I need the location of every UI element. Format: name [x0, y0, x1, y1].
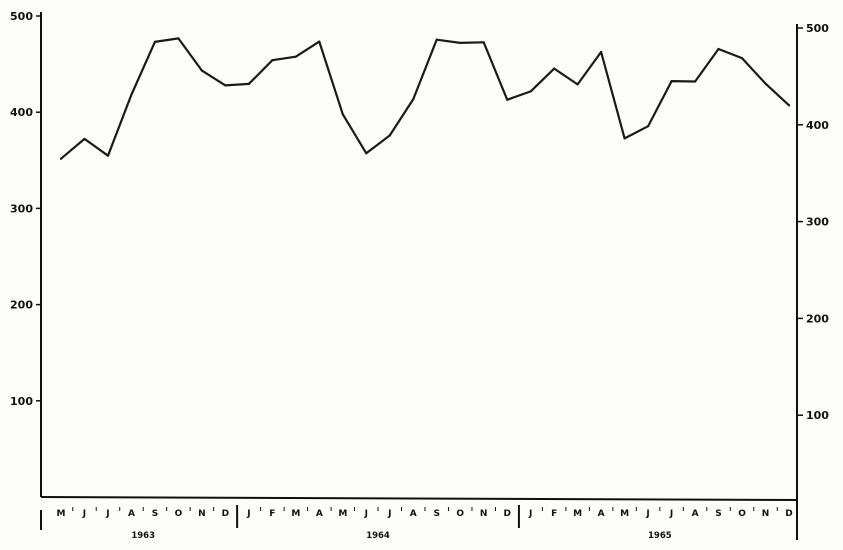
x-axis-month-label: N	[198, 509, 206, 519]
data-point	[482, 41, 485, 44]
x-axis-year-labels: 1963 1964 1965	[131, 505, 672, 541]
x-axis-month-label: O	[456, 509, 464, 519]
x-axis-month-label: J	[364, 509, 368, 519]
x-axis-month-label: A	[692, 509, 699, 519]
data-point	[740, 56, 744, 60]
x-axis-year-label: 1965	[648, 531, 672, 541]
data-point	[459, 41, 462, 45]
x-axis-month-label: N	[762, 509, 770, 519]
data-point	[435, 38, 438, 41]
x-axis-month-label: A	[598, 509, 605, 519]
data-point	[341, 113, 344, 116]
left-y-axis-ticks: 100 200 300 400 500	[10, 10, 41, 408]
x-axis-month-label: M	[573, 509, 582, 519]
x-axis-month-label: M	[57, 509, 66, 519]
data-point	[83, 137, 86, 141]
axes	[40, 12, 798, 540]
data-point	[717, 47, 720, 51]
x-axis-month-label: O	[738, 509, 746, 519]
left-y-tick-label: 400	[10, 106, 33, 119]
left-y-tick-label: 100	[10, 395, 33, 408]
x-axis-month-label: J	[669, 509, 673, 519]
data-point	[153, 40, 157, 43]
x-axis-month-label: A	[410, 509, 417, 519]
x-axis-month-label: J	[246, 509, 250, 519]
data-point	[693, 80, 697, 83]
x-axis-month-label: J	[82, 509, 86, 519]
data-point	[646, 125, 650, 128]
x-axis-month-label: M	[620, 509, 629, 519]
x-axis-month-label: S	[715, 509, 721, 519]
x-axis-line	[40, 496, 798, 501]
data-point	[764, 82, 767, 85]
left-y-tick-label: 200	[10, 299, 33, 312]
data-point	[623, 137, 626, 140]
x-axis-month-label: J	[387, 509, 391, 519]
data-point	[787, 104, 791, 107]
x-axis-month-label: F	[551, 509, 557, 519]
data-point	[365, 152, 368, 155]
x-axis-month-label: J	[105, 509, 109, 519]
x-axis-month-label: N	[480, 509, 488, 519]
data-point	[506, 98, 509, 101]
x-axis-month-label: J	[645, 509, 649, 519]
data-point	[553, 67, 556, 70]
x-axis-year-label: 1963	[131, 531, 155, 541]
data-point	[600, 50, 603, 54]
x-axis-month-label: O	[175, 509, 183, 519]
series-layer	[59, 37, 791, 160]
right-y-tick-label: 100	[806, 409, 829, 422]
right-y-tick-label: 300	[806, 216, 829, 229]
data-point	[318, 40, 321, 43]
x-axis-month-label: J	[528, 509, 532, 519]
right-y-tick-label: 200	[806, 312, 829, 325]
data-point	[200, 69, 204, 72]
data-point	[130, 93, 133, 96]
x-axis-month-label: D	[503, 509, 510, 519]
data-point	[529, 90, 532, 93]
left-y-tick-label: 500	[10, 10, 33, 23]
data-point	[247, 82, 250, 85]
right-y-tick-label: 500	[806, 22, 829, 35]
data-point	[59, 157, 63, 160]
x-axis-month-label: D	[222, 509, 229, 519]
x-axis-month-label: D	[785, 509, 792, 519]
left-y-tick-label: 300	[10, 202, 33, 215]
data-point	[576, 83, 579, 86]
x-axis-month-label: M	[291, 509, 300, 519]
data-point	[412, 98, 415, 101]
right-y-axis-ticks: 100 200 300 400 500	[797, 22, 829, 422]
x-axis-month-label: S	[152, 509, 158, 519]
x-axis-month-label: M	[338, 509, 347, 519]
right-y-tick-label: 400	[806, 119, 829, 132]
data-point	[294, 55, 297, 58]
data-point	[670, 80, 673, 83]
x-axis-year-label: 1964	[366, 531, 390, 541]
x-axis-month-label: S	[433, 509, 439, 519]
data-point	[106, 154, 110, 157]
data-point	[224, 84, 227, 87]
data-point	[177, 37, 180, 40]
data-point	[388, 134, 391, 137]
x-axis-month-label: F	[269, 509, 275, 519]
data-point	[271, 59, 274, 62]
x-axis-month-label: A	[128, 509, 135, 519]
x-axis-month-label: A	[316, 509, 323, 519]
series-line	[59, 37, 791, 160]
